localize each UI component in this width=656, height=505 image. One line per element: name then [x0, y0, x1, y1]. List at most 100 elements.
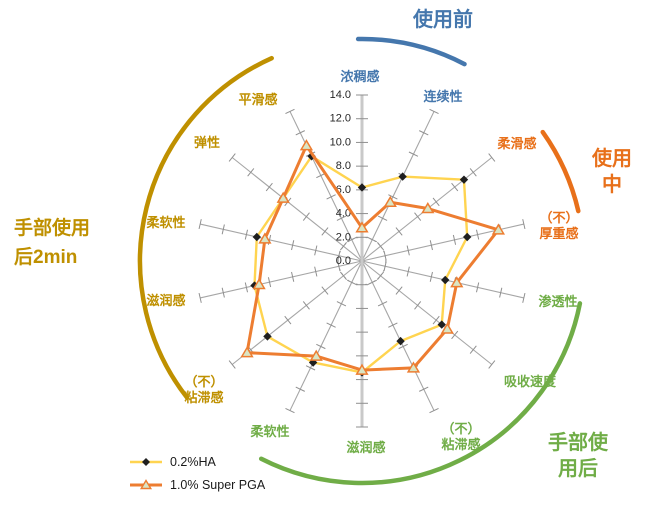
radar-spoke: [361, 111, 435, 262]
grid-tick: [221, 287, 225, 298]
grid-tick: [377, 301, 388, 307]
value-axis-label: 10.0: [330, 136, 351, 148]
grid-tick: [469, 345, 477, 354]
grid-tick: [336, 301, 347, 307]
grid-tick: [302, 301, 310, 310]
legend-swatch-ha-line-diamond-icon: [130, 457, 162, 466]
grid-tick: [451, 182, 459, 192]
triangle-marker-icon: [355, 221, 369, 233]
grid-tick: [406, 245, 410, 256]
value-axis-label: 8.0: [336, 160, 351, 172]
triangle-marker-icon: [450, 276, 464, 288]
grid-tick: [291, 271, 295, 282]
triangle-marker-icon: [491, 223, 506, 235]
grid-tick: [326, 322, 336, 328]
grid-tick: [469, 168, 477, 177]
grid-tick: [522, 292, 526, 303]
grid-tick: [302, 212, 310, 221]
diamond-marker-icon: [437, 320, 446, 329]
value-axis-label: 12.0: [330, 113, 351, 125]
grid-tick: [395, 227, 403, 236]
grid-tick: [284, 315, 292, 325]
grid-tick: [326, 194, 336, 200]
grid-tick: [339, 271, 347, 281]
radar-spoke: [289, 260, 363, 411]
grid-tick: [228, 153, 236, 162]
grid-tick: [377, 241, 385, 251]
grid-tick: [228, 360, 236, 369]
grid-tick: [198, 219, 202, 230]
legend-label-pga: 1.0% Super PGA: [170, 477, 266, 492]
grid-tick: [388, 322, 398, 328]
grid-tick: [388, 194, 398, 200]
grid-tick: [383, 261, 387, 272]
diamond-marker-icon: [398, 172, 407, 181]
grid-tick: [414, 301, 422, 310]
grid-tick: [452, 234, 457, 245]
diamond-marker-icon: [357, 183, 367, 192]
grid-tick: [499, 287, 503, 298]
radar-spoke: [231, 157, 363, 262]
value-axis-label: 4.0: [336, 208, 351, 220]
grid-tick: [316, 343, 326, 350]
grid-tick: [221, 224, 225, 235]
grid-tick: [247, 168, 255, 177]
grid-tick: [475, 282, 480, 293]
grid-tick: [336, 215, 347, 221]
grid-tick: [429, 271, 433, 282]
triangle-marker-icon: [421, 202, 435, 214]
triangle-marker-icon: [406, 361, 421, 373]
grid-tick: [337, 250, 341, 261]
radar-spoke: [361, 260, 493, 365]
grid-tick: [408, 151, 419, 157]
group-arc-before-use: [355, 36, 467, 67]
value-axis-label: 0.0: [336, 255, 351, 267]
grid-tick: [432, 197, 440, 207]
grid-tick: [419, 386, 429, 392]
group-arc-in-use: [540, 129, 581, 214]
grid-tick: [291, 240, 295, 251]
grid-tick: [267, 277, 272, 288]
radar-spokes: [200, 111, 524, 411]
diamond-marker-icon: [459, 175, 469, 184]
group-arcs: [137, 36, 583, 486]
grid-tick: [265, 182, 273, 192]
diamond-marker-icon: [462, 232, 472, 242]
grid-tick: [414, 212, 422, 221]
diamond-marker-icon: [252, 232, 262, 242]
grid-tick: [314, 245, 318, 256]
grid-tick: [244, 229, 249, 240]
grid-tick: [244, 282, 249, 293]
grid-tick: [377, 271, 385, 281]
grid-tick: [346, 279, 357, 285]
diamond-marker-icon: [441, 275, 450, 285]
series-pga: [240, 139, 506, 375]
grid-tick: [429, 407, 439, 414]
triangle-marker-icon: [299, 139, 314, 151]
grid-tick: [314, 266, 318, 277]
grid-tick: [522, 219, 526, 230]
value-axis-label: 2.0: [336, 231, 351, 243]
grid-tick: [398, 343, 408, 350]
grid-tick: [429, 108, 439, 115]
grid-tick: [451, 330, 459, 340]
grid-tick: [198, 292, 202, 303]
grid-tick: [419, 130, 429, 136]
grid-tick: [321, 227, 329, 236]
triangle-marker-icon: [276, 191, 290, 203]
radar-spoke: [200, 223, 363, 262]
legend-item-pga: 1.0% Super PGA: [129, 475, 265, 494]
grid-tick: [337, 261, 341, 272]
grid-tick: [432, 315, 440, 325]
legend-label-ha: 0.2%HA: [170, 454, 216, 469]
grid-tick: [488, 153, 496, 162]
radar-spoke: [200, 260, 363, 299]
grid-tick: [429, 240, 433, 251]
radar-spoke: [361, 260, 435, 411]
triangle-marker-icon: [258, 232, 272, 244]
grid-tick: [406, 266, 410, 277]
grid-tick: [488, 360, 496, 369]
grid-tick: [383, 250, 387, 261]
